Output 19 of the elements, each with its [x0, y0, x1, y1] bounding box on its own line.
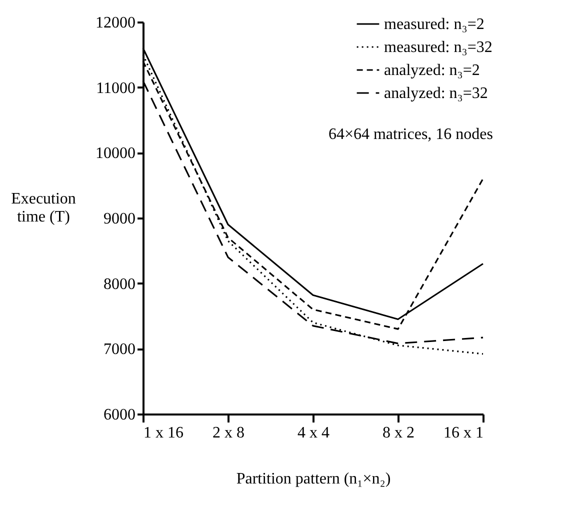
legend-label: measured: n₃=32: [384, 39, 492, 56]
y-tick-label: 12000: [96, 14, 136, 32]
annotation: 64×64 matrices, 16 nodes: [328, 126, 493, 143]
x-tick-label: 16 x 1: [444, 424, 484, 442]
x-tick-label: 8 x 2: [382, 424, 414, 442]
legend-label: analyzed: n₃=2: [384, 62, 480, 79]
y-axis-title: Execution time (T): [11, 190, 76, 226]
x-tick-label: 4 x 4: [298, 424, 330, 442]
legend-label: analyzed: n₃=32: [384, 85, 488, 102]
y-tick-label: 8000: [104, 276, 136, 293]
y-tick-label: 10000: [96, 145, 136, 162]
x-axis-title: Partition pattern (n₁×n₂): [236, 470, 391, 488]
x-tick-label: 1 x 16: [144, 424, 184, 442]
y-tick-label: 9000: [104, 210, 136, 228]
y-tick-label: 6000: [104, 406, 136, 424]
legend-label: measured: n₃=2: [384, 16, 484, 33]
y-tick-label: 11000: [96, 80, 136, 97]
y-tick-label: 7000: [104, 341, 136, 358]
x-tick-label: 2 x 8: [212, 424, 244, 442]
